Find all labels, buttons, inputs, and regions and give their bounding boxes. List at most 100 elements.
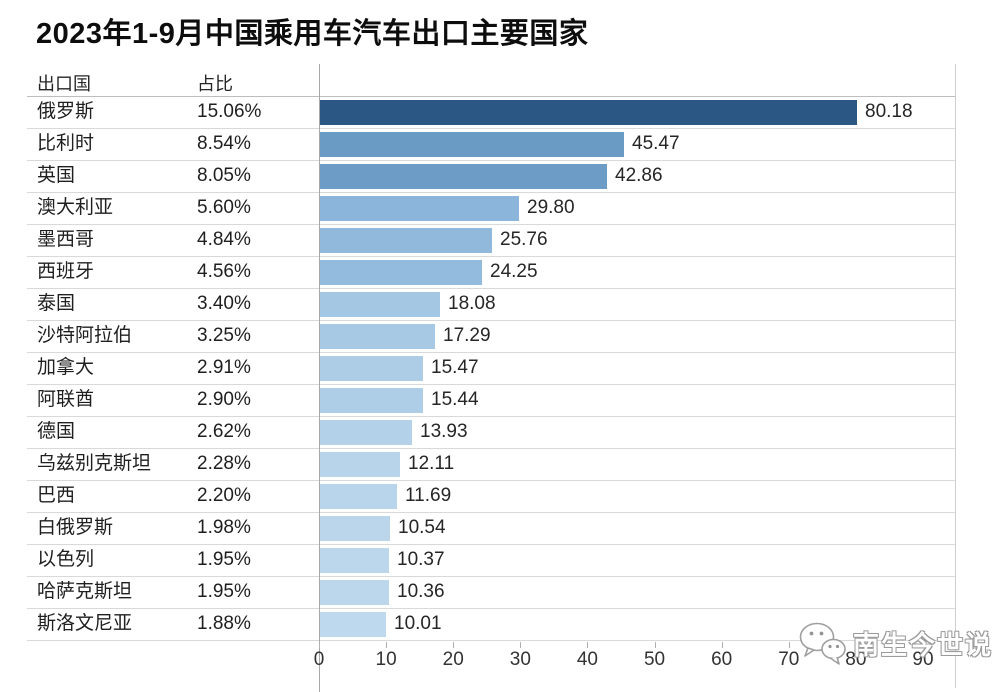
table-row: 以色列 1.95% 10.37 — [27, 545, 955, 577]
export-bar — [319, 484, 397, 509]
bar-value-label: 10.01 — [394, 613, 442, 634]
table-row: 比利时 8.54% 45.47 — [27, 129, 955, 161]
share-percent: 8.54% — [197, 133, 251, 154]
x-axis-tick — [922, 642, 924, 648]
x-axis-tick-label: 50 — [643, 649, 666, 670]
share-percent: 1.95% — [197, 581, 251, 602]
bar-value-label: 13.93 — [420, 421, 468, 442]
share-percent: 1.88% — [197, 613, 251, 634]
country-label: 西班牙 — [37, 261, 95, 282]
table-chart-divider-line — [319, 64, 320, 692]
country-label: 斯洛文尼亚 — [37, 613, 133, 634]
bar-value-label: 15.44 — [431, 389, 479, 410]
x-axis-tick-label: 10 — [375, 649, 397, 670]
table-row: 俄罗斯 15.06% 80.18 — [27, 97, 955, 129]
bar-value-label: 24.25 — [490, 261, 538, 282]
export-bar — [319, 164, 607, 189]
bar-value-label: 18.08 — [448, 293, 496, 314]
export-bar — [319, 292, 440, 317]
share-percent: 8.05% — [197, 165, 251, 186]
x-axis-tick — [721, 642, 723, 648]
x-axis-tick — [654, 642, 656, 648]
export-bar — [319, 100, 857, 125]
bar-value-label: 42.86 — [615, 165, 663, 186]
export-bar — [319, 612, 386, 637]
bar-value-label: 80.18 — [865, 101, 913, 122]
country-label: 俄罗斯 — [37, 101, 95, 122]
share-percent: 1.95% — [197, 549, 251, 570]
table-row: 西班牙 4.56% 24.25 — [27, 257, 955, 289]
table-row: 澳大利亚 5.60% 29.80 — [27, 193, 955, 225]
export-bar — [319, 548, 389, 573]
x-axis-tick — [386, 642, 388, 648]
x-axis-tick-label: 30 — [509, 649, 531, 670]
country-label: 哈萨克斯坦 — [37, 581, 133, 602]
x-axis-tick-label: 20 — [442, 649, 464, 670]
export-bar — [319, 452, 400, 477]
bar-value-label: 10.36 — [397, 581, 445, 602]
share-percent: 4.56% — [197, 261, 251, 282]
country-label: 英国 — [37, 165, 76, 186]
country-label: 加拿大 — [37, 357, 95, 378]
x-axis-tick — [855, 642, 857, 648]
share-percent: 3.40% — [197, 293, 251, 314]
share-percent: 1.98% — [197, 517, 251, 538]
table-row: 泰国 3.40% 18.08 — [27, 289, 955, 321]
table-row: 英国 8.05% 42.86 — [27, 161, 955, 193]
column-header-share: 占比 — [197, 74, 233, 94]
export-bar — [319, 580, 389, 605]
x-axis-tick — [520, 642, 522, 648]
share-percent: 2.62% — [197, 421, 251, 442]
plot-right-border-line — [955, 64, 956, 688]
bar-value-label: 10.37 — [397, 549, 445, 570]
x-axis-tick-label: 60 — [711, 649, 733, 670]
bar-chart-rows: 俄罗斯 15.06% 80.18 比利时 8.54% 45.47 英国 8.05% 42.86 澳… — [27, 97, 955, 641]
wechat-icon — [799, 622, 846, 665]
table-row: 德国 2.62% 13.93 — [27, 417, 955, 449]
watermark-text: 南生今世说 — [853, 629, 994, 660]
x-axis-tick-label: 40 — [576, 649, 598, 670]
table-header: 出口国 占比 — [27, 66, 955, 97]
country-label: 比利时 — [37, 133, 95, 154]
share-percent: 4.84% — [197, 229, 251, 250]
export-bar — [319, 132, 624, 157]
table-row: 哈萨克斯坦 1.95% 10.36 — [27, 577, 955, 609]
table-row: 白俄罗斯 1.98% 10.54 — [27, 513, 955, 545]
x-axis-tick-label: 0 — [313, 649, 325, 670]
table-row: 沙特阿拉伯 3.25% 17.29 — [27, 321, 955, 353]
share-percent: 3.25% — [197, 325, 251, 346]
x-axis-tick — [319, 642, 320, 648]
export-bar — [319, 228, 492, 253]
export-bar — [319, 388, 423, 413]
country-label: 阿联酋 — [37, 389, 95, 410]
x-axis-tick-label: 80 — [845, 649, 867, 670]
column-header-country: 出口国 — [37, 74, 91, 94]
bar-value-label: 17.29 — [443, 325, 491, 346]
country-label: 墨西哥 — [37, 229, 95, 250]
bar-value-label: 12.11 — [408, 453, 455, 474]
table-row: 巴西 2.20% 11.69 — [27, 481, 955, 513]
share-percent: 5.60% — [197, 197, 251, 218]
bar-value-label: 15.47 — [431, 357, 479, 378]
country-label: 乌兹别克斯坦 — [37, 453, 152, 474]
export-bar — [319, 420, 412, 445]
share-percent: 2.90% — [197, 389, 251, 410]
export-bar — [319, 196, 519, 221]
country-label: 澳大利亚 — [37, 197, 114, 218]
bar-value-label: 10.54 — [398, 517, 446, 538]
x-axis-tick — [587, 642, 589, 648]
country-label: 以色列 — [37, 549, 95, 570]
x-axis-tick — [453, 642, 455, 648]
export-bar — [319, 516, 390, 541]
export-bar — [319, 356, 423, 381]
share-percent: 2.20% — [197, 485, 251, 506]
share-percent: 2.28% — [197, 453, 251, 474]
x-axis-tick-label: 70 — [778, 649, 800, 670]
bar-value-label: 11.69 — [405, 485, 452, 506]
bar-value-label: 29.80 — [527, 197, 575, 218]
table-row: 斯洛文尼亚 1.88% 10.01 — [27, 609, 955, 641]
bar-value-label: 25.76 — [500, 229, 548, 250]
country-label: 泰国 — [37, 293, 76, 314]
country-label: 德国 — [37, 421, 76, 442]
x-axis-tick — [788, 642, 790, 648]
